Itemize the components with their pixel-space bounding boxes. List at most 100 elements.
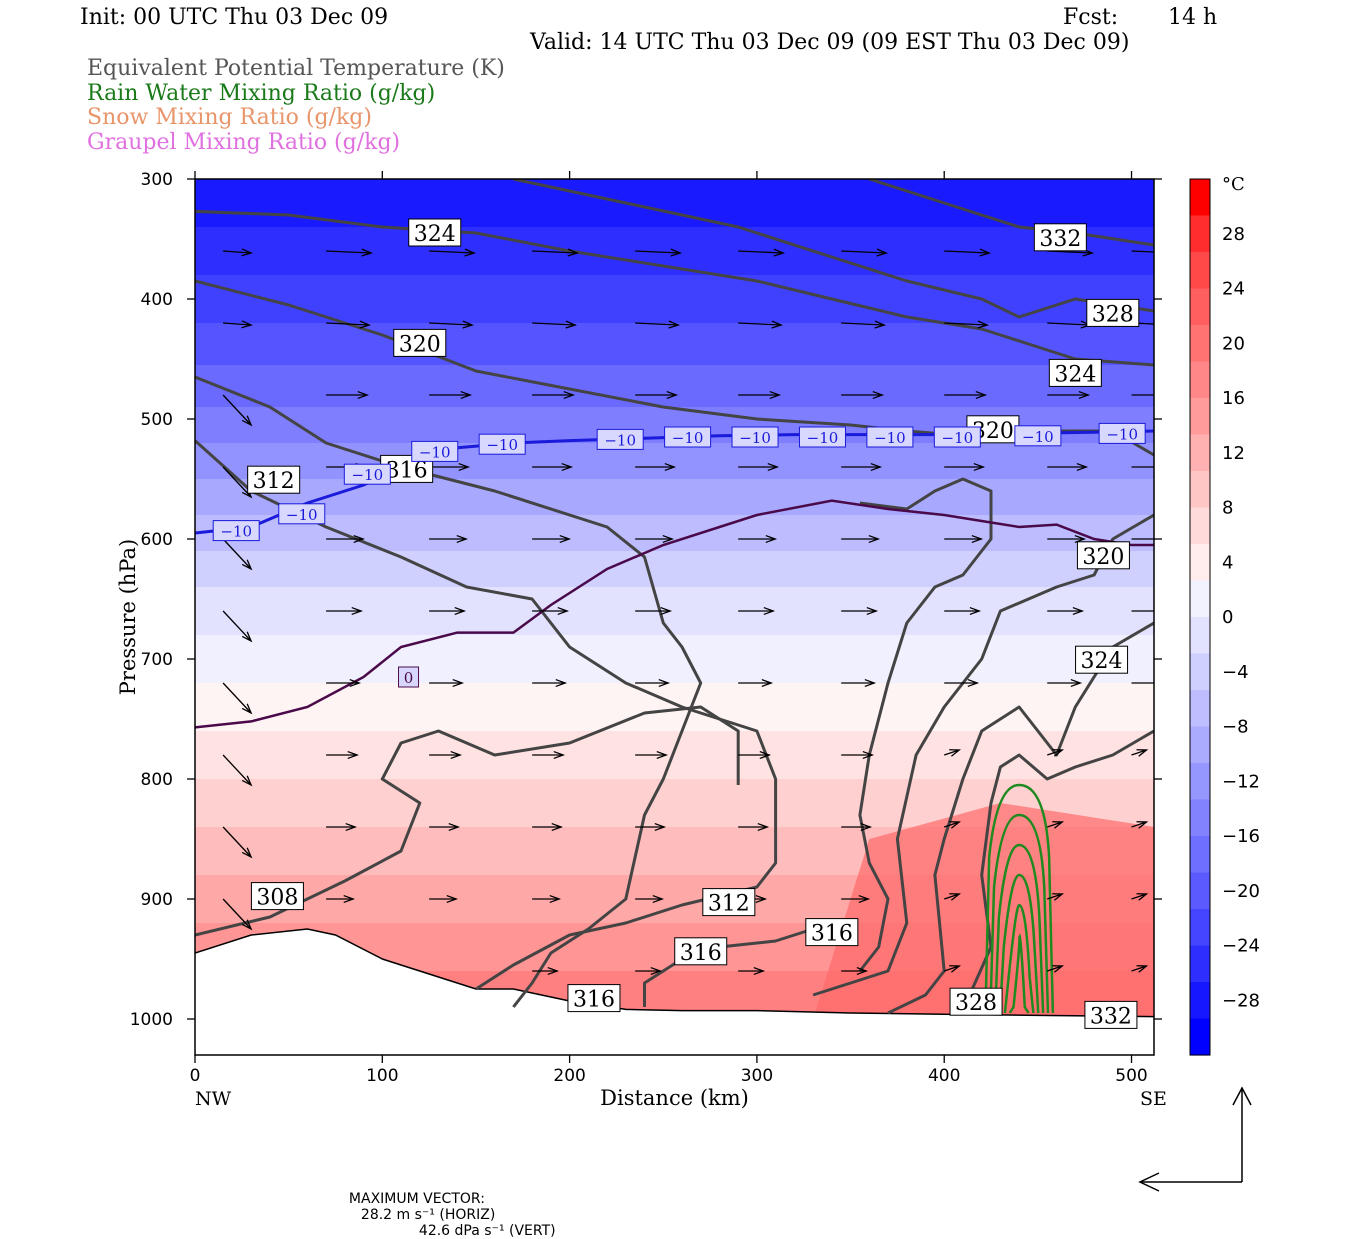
colorbar-label: 28 xyxy=(1222,224,1245,245)
y-tick-label: 700 xyxy=(141,650,173,670)
x-axis-label: Distance (km) xyxy=(600,1086,749,1110)
x-end-label-right: SE xyxy=(1140,1088,1167,1110)
wind-vector-head xyxy=(767,462,780,472)
temperature-band xyxy=(195,323,1154,366)
temperature-label: −10 xyxy=(672,429,704,447)
wind-vector-head xyxy=(973,462,986,472)
theta-e-label-box xyxy=(393,328,447,357)
temperature-label-box xyxy=(866,426,914,448)
wind-vector-head xyxy=(763,606,776,616)
wind-vector-head xyxy=(1078,390,1091,400)
theta-e-label: 308 xyxy=(256,886,298,911)
plot-frame xyxy=(194,178,1155,1056)
colorbar-swatch xyxy=(1190,325,1210,363)
colorbar-swatch xyxy=(1190,544,1210,582)
colorbar-swatch xyxy=(1190,179,1210,217)
wind-vector xyxy=(223,322,252,326)
wind-vector-head xyxy=(1136,821,1149,829)
temperature-label-box xyxy=(798,426,846,448)
wind-vector-head xyxy=(450,750,463,760)
wind-vector-head xyxy=(1052,893,1065,901)
colorbar-swatch xyxy=(1190,288,1210,326)
wind-vector-head xyxy=(870,462,883,472)
wind-vector xyxy=(1047,965,1063,972)
wind-vector-head xyxy=(1076,462,1089,472)
colorbar-label: −28 xyxy=(1222,990,1260,1011)
wind-vector-head xyxy=(668,320,681,329)
wind-vector-head xyxy=(656,750,669,760)
temperature-label-box xyxy=(478,433,526,455)
theta-e-label-box xyxy=(1048,358,1102,387)
wind-vector-head xyxy=(979,248,992,257)
theta-e-label: 316 xyxy=(573,988,615,1013)
theta-e-contour xyxy=(195,209,1154,367)
theta-e-label: 324 xyxy=(1054,362,1096,387)
wind-vector-head xyxy=(949,749,962,757)
wind-vector-head xyxy=(769,390,782,400)
wind-vector-head xyxy=(241,631,253,643)
wind-vector-head xyxy=(949,893,962,901)
temperature-label-box xyxy=(343,463,391,485)
temperature-label-box xyxy=(933,426,981,448)
wind-vector-head xyxy=(1052,749,1065,757)
wind-vector-head xyxy=(757,822,770,832)
wind-vector-head xyxy=(975,390,988,400)
colorbar-unit: °C xyxy=(1222,174,1245,195)
temperature-band xyxy=(195,479,1154,516)
wind-vector xyxy=(1047,250,1093,254)
wind-vector-head xyxy=(555,678,568,688)
colorbar-label: 4 xyxy=(1222,552,1233,573)
wind-vector-head xyxy=(654,822,667,832)
theta-e-label: 328 xyxy=(1092,302,1134,327)
temperature-label-box xyxy=(1014,425,1062,447)
rain-water-contour xyxy=(993,843,1045,1014)
x-tick-label: 0 xyxy=(190,1066,201,1086)
colorbar-label: −4 xyxy=(1222,662,1249,683)
wind-vector-head xyxy=(553,750,566,760)
colorbar-swatch xyxy=(1190,726,1210,764)
temperature-label: 0 xyxy=(404,669,414,687)
theta-e-contour xyxy=(887,621,1154,1015)
theta-e-label-box xyxy=(1075,645,1129,674)
theta-e-label: 324 xyxy=(1081,649,1123,674)
theta-e-label: 320 xyxy=(1082,545,1124,570)
theta-e-label-box xyxy=(1086,298,1140,327)
wind-vector xyxy=(222,466,252,498)
temperature-band xyxy=(195,365,1154,408)
terrain-surface-line xyxy=(195,928,1154,1018)
wind-vector xyxy=(738,250,784,254)
colorbar-swatch xyxy=(1190,471,1210,509)
wind-vector-head xyxy=(557,606,570,616)
wind-vector-head xyxy=(1052,965,1065,973)
wind-vector-head xyxy=(241,919,253,931)
wind-vector xyxy=(944,322,988,326)
colorbar-swatch xyxy=(1190,982,1210,1020)
wind-vector xyxy=(1131,965,1147,972)
wind-vector-head xyxy=(1070,678,1083,688)
rain-water-contour xyxy=(984,783,1055,1014)
wind-vector-head xyxy=(1072,606,1085,616)
wind-vector xyxy=(944,821,960,828)
wind-vector-head xyxy=(660,606,673,616)
max-vector-label: MAXIMUM VECTOR: xyxy=(348,1191,485,1207)
colorbar-swatch xyxy=(1190,252,1210,290)
colorbar-label: −12 xyxy=(1222,771,1260,792)
valid-time: Valid: 14 UTC Thu 03 Dec 09 (09 EST Thu … xyxy=(530,30,1130,55)
wind-vector-head xyxy=(650,966,663,976)
reference-vector-icon xyxy=(1138,1086,1252,1192)
temperature-label: −10 xyxy=(220,523,252,541)
temperature-label: −10 xyxy=(874,429,906,447)
wind-vector-head xyxy=(771,320,784,329)
wind-vector xyxy=(222,898,252,930)
theta-e-contour xyxy=(961,729,1154,1008)
wind-vector xyxy=(1131,749,1147,756)
colorbar-label: 24 xyxy=(1222,279,1245,300)
colorbar-label: −20 xyxy=(1222,881,1260,902)
colorbar-swatch xyxy=(1190,507,1210,545)
wind-vector xyxy=(1047,821,1063,828)
wind-vector-head xyxy=(446,894,459,904)
temperature-label: −10 xyxy=(486,436,518,454)
wind-vector xyxy=(1131,821,1147,828)
wind-vector-head xyxy=(359,320,372,329)
theta-e-label-box xyxy=(1084,1000,1138,1029)
